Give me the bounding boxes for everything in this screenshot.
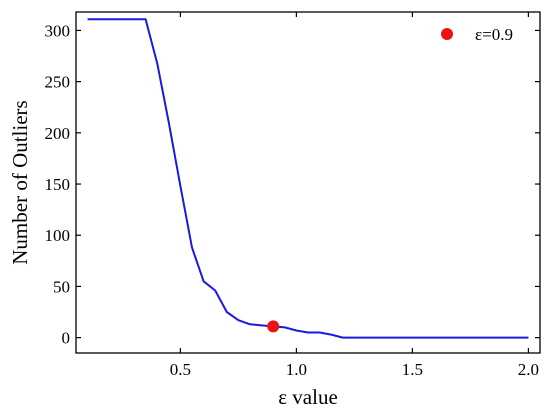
highlight-point-0 — [267, 320, 280, 333]
x-tick-label-2: 1.5 — [402, 360, 423, 379]
y-tick-label-6: 300 — [45, 21, 71, 40]
y-tick-label-4: 200 — [45, 124, 71, 143]
legend: ε=0.9 — [441, 25, 513, 44]
plot-layer — [87, 18, 529, 339]
x-tick-label-1: 1.0 — [286, 360, 307, 379]
y-axis-title: Number of Outliers — [8, 100, 32, 264]
x-axis-title: ε value — [278, 385, 338, 409]
legend-label: ε=0.9 — [475, 25, 513, 44]
series-line-0 — [87, 18, 529, 339]
plot-frame — [75, 11, 541, 354]
y-tick-label-1: 50 — [53, 277, 70, 296]
y-tick-label-5: 250 — [45, 73, 71, 92]
y-tick-label-2: 100 — [45, 226, 71, 245]
ticks-layer: 0.5 1.0 1.5 2.0 0 50 100 150 200 250 300 — [45, 12, 540, 379]
y-tick-label-0: 0 — [62, 329, 71, 348]
legend-marker — [441, 28, 453, 40]
x-tick-label-3: 2.0 — [518, 360, 539, 379]
y-tick-label-3: 150 — [45, 175, 71, 194]
x-tick-label-0: 0.5 — [170, 360, 191, 379]
